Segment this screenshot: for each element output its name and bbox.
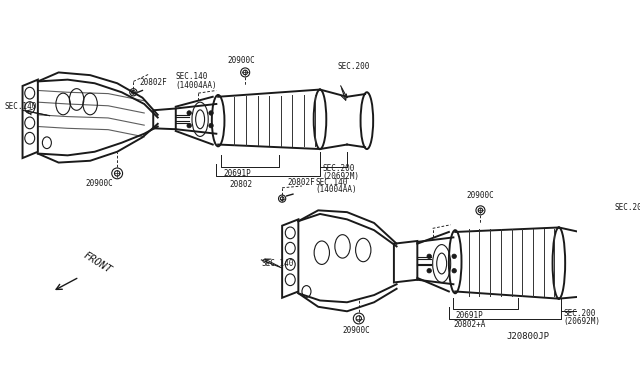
Text: 20900C: 20900C bbox=[466, 190, 494, 199]
Text: 20691P: 20691P bbox=[455, 311, 483, 320]
Text: SEC.140: SEC.140 bbox=[176, 73, 208, 81]
Circle shape bbox=[209, 111, 213, 115]
Text: 20900C: 20900C bbox=[227, 56, 255, 65]
Text: FRONT: FRONT bbox=[81, 250, 113, 275]
Text: SEC.200: SEC.200 bbox=[323, 164, 355, 173]
Text: 20802: 20802 bbox=[230, 180, 253, 189]
Circle shape bbox=[452, 254, 456, 259]
Text: SEC.140: SEC.140 bbox=[4, 102, 37, 111]
Text: 20900C: 20900C bbox=[342, 326, 371, 335]
Circle shape bbox=[187, 111, 191, 115]
Text: 20802F: 20802F bbox=[287, 178, 316, 187]
Text: (14004AA): (14004AA) bbox=[316, 185, 357, 194]
Text: SEC.140: SEC.140 bbox=[316, 178, 348, 187]
Circle shape bbox=[452, 269, 456, 273]
Text: (20692M): (20692M) bbox=[323, 173, 360, 182]
Text: J20800JP: J20800JP bbox=[507, 332, 550, 341]
Text: SEC.200: SEC.200 bbox=[337, 62, 369, 71]
Circle shape bbox=[427, 269, 431, 273]
Text: (14004AA): (14004AA) bbox=[176, 81, 218, 90]
Text: 20802F: 20802F bbox=[140, 78, 168, 87]
Text: 20802+A: 20802+A bbox=[453, 320, 486, 329]
Text: SEC.200: SEC.200 bbox=[563, 309, 596, 318]
Circle shape bbox=[427, 254, 431, 259]
Text: (20692M): (20692M) bbox=[563, 317, 600, 326]
Text: 20900C: 20900C bbox=[86, 179, 113, 188]
Text: SEC.200: SEC.200 bbox=[615, 203, 640, 212]
Circle shape bbox=[209, 124, 213, 128]
Circle shape bbox=[187, 124, 191, 128]
Text: SEC.140: SEC.140 bbox=[261, 259, 294, 268]
Text: 20691P: 20691P bbox=[223, 169, 252, 178]
